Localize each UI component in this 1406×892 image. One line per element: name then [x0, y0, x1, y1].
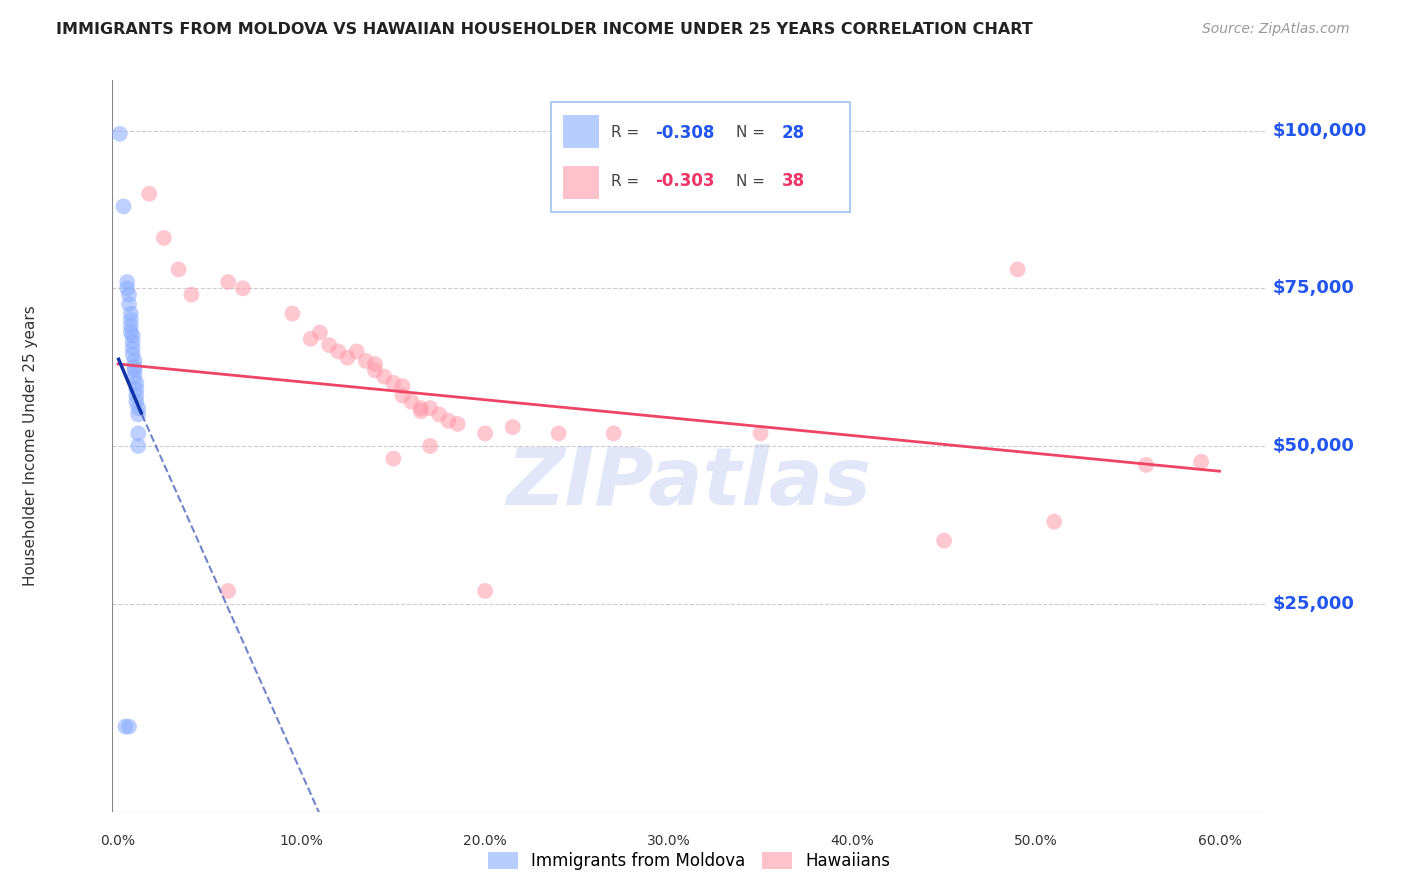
Point [125, 382, 148, 396]
Point [391, 379, 413, 393]
Text: 50.0%: 50.0% [1014, 834, 1057, 848]
Point [409, 404, 432, 418]
Point [114, 720, 136, 734]
Point [1189, 455, 1212, 469]
Point [125, 388, 148, 402]
Point [309, 326, 332, 340]
Point [127, 401, 149, 416]
Point [125, 395, 148, 409]
Point [1135, 458, 1157, 472]
Point [328, 344, 350, 359]
Text: 10.0%: 10.0% [280, 834, 323, 848]
Point [299, 332, 322, 346]
Point [373, 369, 395, 384]
Point [121, 348, 143, 362]
Text: 20.0%: 20.0% [464, 834, 508, 848]
Point [364, 357, 387, 371]
Point [115, 275, 138, 289]
Point [502, 420, 524, 434]
Text: 30.0%: 30.0% [647, 834, 690, 848]
Point [124, 363, 146, 377]
Point [318, 338, 340, 352]
Point [409, 401, 432, 416]
Text: 60.0%: 60.0% [1198, 834, 1241, 848]
Text: 0.0%: 0.0% [100, 834, 135, 848]
Text: 40.0%: 40.0% [831, 834, 875, 848]
Text: $100,000: $100,000 [1272, 121, 1367, 140]
Point [112, 199, 135, 213]
Point [281, 307, 304, 321]
Point [932, 533, 955, 548]
Point [346, 344, 368, 359]
Point [121, 341, 143, 355]
Point [125, 376, 148, 390]
Point [437, 414, 460, 428]
Text: $50,000: $50,000 [1272, 437, 1354, 455]
Text: $75,000: $75,000 [1272, 279, 1354, 297]
Point [127, 408, 149, 422]
Point [124, 360, 146, 375]
Point [124, 354, 146, 368]
Point [382, 451, 405, 466]
Text: $25,000: $25,000 [1272, 595, 1354, 613]
Point [138, 186, 160, 201]
Point [602, 426, 624, 441]
Legend: Immigrants from Moldova, Hawaiians: Immigrants from Moldova, Hawaiians [481, 845, 897, 877]
Point [749, 426, 772, 441]
Point [364, 363, 387, 377]
Point [180, 287, 202, 301]
Point [391, 388, 413, 402]
Point [121, 328, 143, 343]
Point [127, 439, 149, 453]
Point [217, 584, 239, 599]
Point [120, 313, 142, 327]
Point [547, 426, 569, 441]
Point [108, 127, 131, 141]
Point [419, 439, 441, 453]
Point [167, 262, 190, 277]
Text: Householder Income Under 25 years: Householder Income Under 25 years [24, 306, 38, 586]
Point [474, 426, 496, 441]
Point [153, 231, 176, 245]
Point [401, 395, 423, 409]
Text: IMMIGRANTS FROM MOLDOVA VS HAWAIIAN HOUSEHOLDER INCOME UNDER 25 YEARS CORRELATIO: IMMIGRANTS FROM MOLDOVA VS HAWAIIAN HOUS… [56, 22, 1033, 37]
Point [474, 584, 496, 599]
Point [336, 351, 359, 365]
Point [354, 354, 377, 368]
Point [118, 287, 141, 301]
Point [1007, 262, 1029, 277]
Text: ZIPatlas: ZIPatlas [506, 443, 872, 522]
Point [118, 720, 141, 734]
Point [124, 369, 146, 384]
Point [217, 275, 239, 289]
Point [118, 297, 141, 311]
Point [115, 281, 138, 295]
Point [1043, 515, 1066, 529]
Point [427, 408, 450, 422]
Point [419, 401, 441, 416]
Point [446, 417, 468, 431]
Point [232, 281, 254, 295]
Point [382, 376, 405, 390]
Point [120, 326, 142, 340]
Point [121, 334, 143, 349]
Text: Source: ZipAtlas.com: Source: ZipAtlas.com [1202, 22, 1350, 37]
Point [120, 307, 142, 321]
Point [120, 319, 142, 334]
Point [127, 426, 149, 441]
